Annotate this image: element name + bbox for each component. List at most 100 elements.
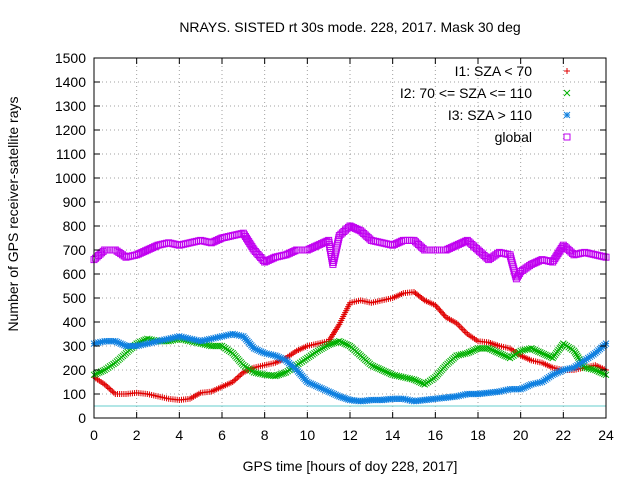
data-point-fill bbox=[404, 236, 412, 244]
data-point-fill bbox=[264, 256, 272, 264]
data-point-fill bbox=[471, 346, 478, 354]
data-point-fill bbox=[487, 345, 494, 353]
data-point bbox=[527, 345, 535, 352]
data-point-fill bbox=[456, 240, 464, 248]
data-point bbox=[367, 361, 375, 369]
legend-label: global bbox=[495, 129, 532, 145]
data-point bbox=[538, 349, 546, 357]
x-tick-label: 14 bbox=[385, 427, 401, 443]
y-tick-label: 0 bbox=[78, 410, 86, 426]
data-point-fill bbox=[472, 345, 480, 353]
data-point-fill bbox=[522, 264, 530, 272]
data-point-fill bbox=[414, 377, 421, 385]
data-point-fill bbox=[99, 367, 107, 375]
data-point-fill bbox=[460, 238, 468, 246]
legend-marker bbox=[563, 111, 571, 119]
data-point-fill bbox=[542, 351, 549, 359]
data-point bbox=[527, 260, 535, 268]
data-point-fill bbox=[589, 366, 597, 373]
data-point-fill bbox=[348, 223, 356, 231]
data-point-fill bbox=[535, 348, 542, 355]
data-point-fill bbox=[440, 311, 447, 318]
x-tick-label: 12 bbox=[342, 427, 358, 443]
data-point-fill bbox=[319, 344, 327, 352]
data-point-fill bbox=[234, 374, 241, 381]
data-point bbox=[453, 241, 461, 249]
data-point-fill bbox=[262, 257, 270, 265]
data-point bbox=[378, 366, 386, 374]
data-point-fill bbox=[115, 248, 123, 256]
data-point-fill bbox=[529, 345, 537, 353]
data-point-fill bbox=[287, 248, 295, 256]
data-point-fill bbox=[515, 271, 523, 279]
data-point bbox=[314, 347, 322, 355]
data-point-fill bbox=[531, 259, 539, 267]
data-point-fill bbox=[437, 308, 444, 315]
legend-label: I1: SZA < 70 bbox=[455, 63, 533, 79]
data-point-fill bbox=[328, 340, 336, 347]
data-point-fill bbox=[458, 324, 465, 331]
data-point-fill bbox=[469, 347, 477, 355]
data-point-fill bbox=[104, 384, 111, 391]
data-point-fill bbox=[376, 365, 384, 373]
data-point-fill bbox=[145, 245, 153, 253]
data-point-fill bbox=[279, 370, 286, 377]
data-point-fill bbox=[467, 348, 475, 355]
data-point-fill bbox=[380, 367, 388, 375]
data-point bbox=[303, 246, 311, 254]
data-point-fill bbox=[408, 375, 416, 383]
data-point-fill bbox=[277, 370, 285, 378]
data-point bbox=[463, 349, 471, 357]
data-point bbox=[133, 251, 141, 259]
data-point-fill bbox=[415, 378, 423, 386]
data-point-fill bbox=[216, 342, 224, 350]
data-point-fill bbox=[387, 370, 395, 378]
data-point-fill bbox=[140, 248, 148, 256]
data-point-fill bbox=[232, 376, 239, 383]
y-axis-title: Number of GPS receiver-satellite rays bbox=[5, 97, 21, 332]
data-point-fill bbox=[110, 389, 117, 396]
data-point-fill bbox=[497, 350, 505, 358]
data-point-fill bbox=[531, 346, 539, 354]
data-point-fill bbox=[284, 250, 292, 258]
data-point-fill bbox=[488, 253, 496, 261]
data-point-fill bbox=[412, 377, 420, 384]
data-point-fill bbox=[237, 372, 244, 379]
x-tick-label: 6 bbox=[218, 427, 226, 443]
x-tick-label: 2 bbox=[133, 427, 141, 443]
data-point bbox=[314, 241, 322, 249]
data-point-fill bbox=[280, 369, 288, 377]
data-point-fill bbox=[321, 238, 329, 246]
data-point-fill bbox=[107, 246, 115, 254]
y-tick-label: 1200 bbox=[55, 122, 86, 138]
data-point-fill bbox=[465, 349, 473, 356]
data-point-fill bbox=[147, 244, 155, 252]
data-point bbox=[207, 239, 215, 247]
y-tick-label: 700 bbox=[63, 242, 87, 258]
data-point-fill bbox=[113, 247, 121, 255]
data-point-fill bbox=[492, 348, 500, 355]
data-point-fill bbox=[438, 246, 446, 254]
y-tick-label: 500 bbox=[63, 290, 87, 306]
x-tick-label: 22 bbox=[556, 427, 572, 443]
y-tick-label: 1000 bbox=[55, 170, 86, 186]
data-point-fill bbox=[488, 346, 496, 354]
data-point-fill bbox=[134, 250, 142, 258]
series-square bbox=[90, 222, 610, 283]
data-point-fill bbox=[451, 242, 459, 250]
data-point-fill bbox=[501, 352, 509, 359]
data-point-fill bbox=[390, 240, 398, 248]
data-point-fill bbox=[136, 249, 144, 257]
grid bbox=[94, 58, 606, 418]
data-point-fill bbox=[117, 250, 125, 258]
legend: I1: SZA < 70 I2: 70 <= SZA <= 110 I3: SZA … bbox=[400, 63, 571, 145]
data-point bbox=[389, 241, 397, 249]
x-tick-label: 10 bbox=[300, 427, 316, 443]
data-point-fill bbox=[406, 236, 414, 244]
data-point-fill bbox=[106, 385, 113, 392]
data-point-fill bbox=[490, 347, 498, 355]
data-point-fill bbox=[266, 256, 274, 264]
data-point-fill bbox=[436, 246, 444, 254]
data-point bbox=[271, 372, 279, 380]
x-tick-label: 16 bbox=[428, 427, 444, 443]
